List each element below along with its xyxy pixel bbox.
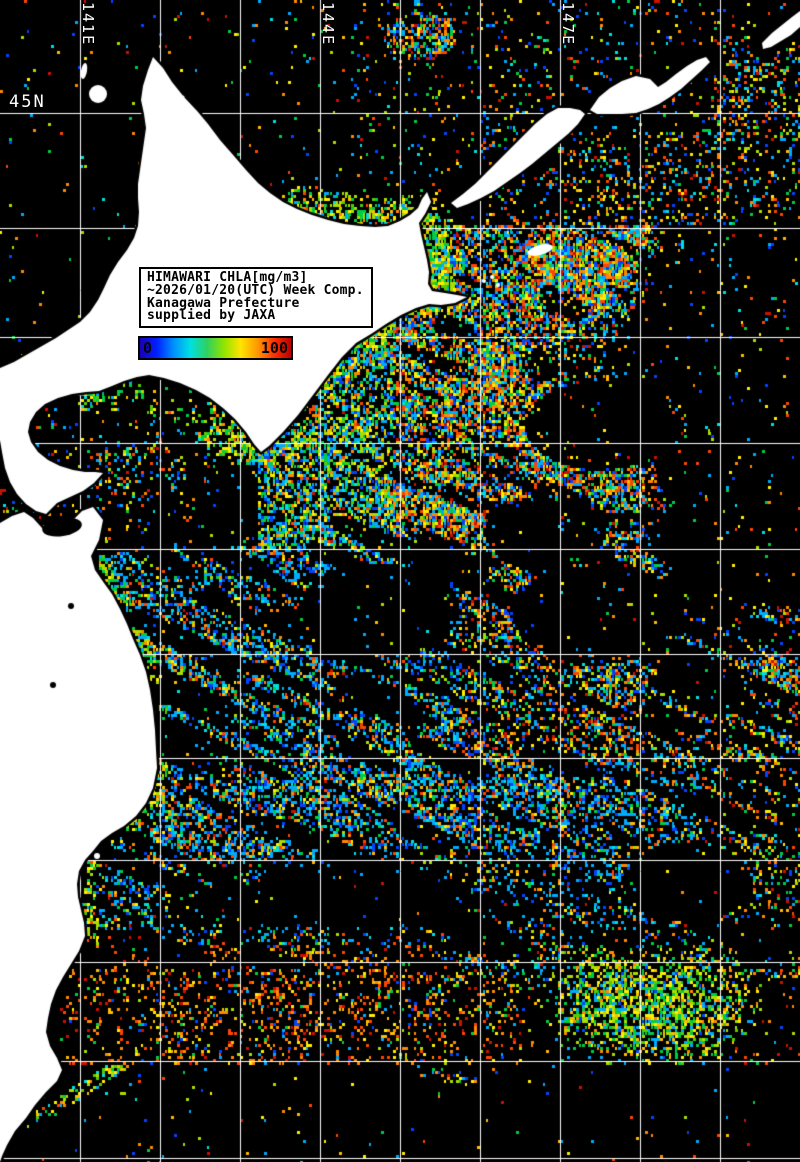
legend-date: ~2026/01/20(UTC) Week Comp. xyxy=(147,282,364,298)
colorbar-max-label: 100 xyxy=(260,339,288,357)
lon-label-141e: 141E xyxy=(79,2,97,47)
legend-box: HIMAWARI CHLA[mg/m3] ~2026/01/20(UTC) We… xyxy=(139,267,373,329)
colorbar: 0 100 xyxy=(138,336,293,360)
legend-credit: supplied by JAXA xyxy=(147,308,276,324)
lon-label-147e: 147E xyxy=(559,2,577,47)
colorbar-min-label: 0 xyxy=(143,339,153,357)
legend-prefecture: Kanagawa Prefecture xyxy=(147,295,300,311)
lat-label-45n: 45N xyxy=(9,92,46,112)
lon-label-144e: 144E xyxy=(319,2,337,47)
legend-title: HIMAWARI CHLA[mg/m3] xyxy=(147,270,308,285)
